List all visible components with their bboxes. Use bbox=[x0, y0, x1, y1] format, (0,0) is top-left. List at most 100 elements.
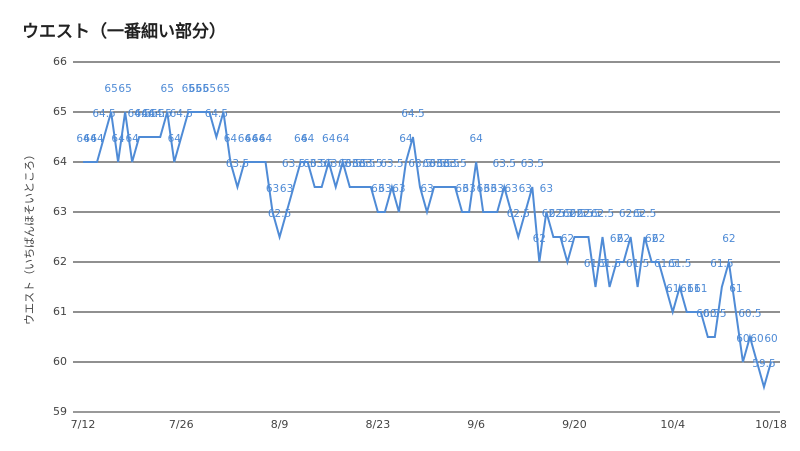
data-label: 64 bbox=[399, 133, 413, 145]
data-label: 63 bbox=[491, 183, 504, 195]
data-label: 60.5 bbox=[696, 308, 719, 320]
data-label: 64 bbox=[76, 133, 90, 145]
data-label: 64.5 bbox=[134, 108, 157, 120]
data-label: 64 bbox=[90, 133, 104, 145]
data-label: 62 bbox=[617, 233, 630, 245]
data-label: 64.5 bbox=[205, 108, 228, 120]
y-tick-label: 62 bbox=[53, 255, 67, 268]
data-label: 63 bbox=[462, 183, 475, 195]
data-label: 61.5 bbox=[626, 258, 649, 270]
data-label: 63.5 bbox=[338, 158, 361, 170]
data-label: 61.5 bbox=[668, 258, 691, 270]
x-tick-label: 7/26 bbox=[169, 418, 194, 431]
data-label: 63.5 bbox=[359, 158, 382, 170]
data-label: 64 bbox=[168, 133, 182, 145]
data-label: 62.5 bbox=[577, 208, 600, 220]
data-label: 63.5 bbox=[436, 158, 459, 170]
data-label: 63 bbox=[505, 183, 518, 195]
data-label: 65 bbox=[161, 83, 174, 95]
data-label: 63.5 bbox=[429, 158, 452, 170]
y-tick-label: 59 bbox=[53, 405, 67, 418]
data-label: 62.5 bbox=[591, 208, 614, 220]
data-label: 64 bbox=[336, 133, 350, 145]
x-tick-label: 9/6 bbox=[467, 418, 485, 431]
data-label: 60 bbox=[736, 333, 749, 345]
data-label: 64 bbox=[245, 133, 259, 145]
data-label: 63 bbox=[455, 183, 468, 195]
data-label: 63 bbox=[378, 183, 391, 195]
data-label: 64 bbox=[322, 133, 336, 145]
data-label: 63 bbox=[540, 183, 553, 195]
data-label: 61.5 bbox=[584, 258, 607, 270]
data-label: 63 bbox=[266, 183, 279, 195]
data-label: 62.5 bbox=[570, 208, 593, 220]
data-label: 62.5 bbox=[563, 208, 586, 220]
data-label: 60 bbox=[750, 333, 763, 345]
data-label: 63.5 bbox=[352, 158, 375, 170]
data-label: 64 bbox=[125, 133, 139, 145]
data-label: 63.5 bbox=[282, 158, 305, 170]
data-label: 62.5 bbox=[619, 208, 642, 220]
data-label: 60.5 bbox=[703, 308, 726, 320]
data-label: 61.5 bbox=[710, 258, 733, 270]
data-label: 64.5 bbox=[401, 108, 424, 120]
data-label: 62.5 bbox=[507, 208, 530, 220]
data-label: 63.5 bbox=[408, 158, 431, 170]
data-label: 63.5 bbox=[345, 158, 368, 170]
data-label: 63.5 bbox=[493, 158, 516, 170]
data-label: 63.5 bbox=[310, 158, 333, 170]
data-label: 62.5 bbox=[549, 208, 572, 220]
data-label: 62 bbox=[610, 233, 623, 245]
data-label: 65 bbox=[196, 83, 209, 95]
data-label: 64 bbox=[252, 133, 266, 145]
data-label: 63.5 bbox=[380, 158, 403, 170]
x-tick-label: 8/9 bbox=[271, 418, 289, 431]
data-label: 63 bbox=[420, 183, 433, 195]
data-label: 62 bbox=[652, 233, 665, 245]
data-label: 65 bbox=[203, 83, 216, 95]
data-label: 63 bbox=[392, 183, 405, 195]
data-label: 63 bbox=[280, 183, 293, 195]
data-label: 65 bbox=[104, 83, 117, 95]
data-label: 63 bbox=[483, 183, 496, 195]
data-label: 62.5 bbox=[542, 208, 565, 220]
data-label: 62 bbox=[722, 233, 735, 245]
data-label: 63.5 bbox=[303, 158, 326, 170]
chart-title: ウエスト（一番細い部分） bbox=[22, 21, 226, 42]
y-tick-label: 60 bbox=[53, 355, 67, 368]
data-label: 64 bbox=[224, 133, 238, 145]
data-label: 61 bbox=[694, 283, 707, 295]
data-label: 60 bbox=[764, 333, 777, 345]
data-label: 65 bbox=[182, 83, 195, 95]
x-tick-label: 9/20 bbox=[562, 418, 587, 431]
data-label: 64.5 bbox=[170, 108, 193, 120]
data-label: 61 bbox=[687, 283, 700, 295]
data-label: 64 bbox=[238, 133, 252, 145]
data-label: 63 bbox=[519, 183, 532, 195]
data-label: 62 bbox=[645, 233, 658, 245]
data-label: 63 bbox=[371, 183, 384, 195]
y-tick-label: 61 bbox=[53, 305, 67, 318]
x-tick-label: 10/4 bbox=[660, 418, 685, 431]
x-tick-label: 10/18 bbox=[755, 418, 787, 431]
y-tick-label: 63 bbox=[53, 205, 67, 218]
data-label: 64 bbox=[301, 133, 315, 145]
data-label: 63.5 bbox=[422, 158, 445, 170]
data-label: 64 bbox=[294, 133, 308, 145]
y-tick-label: 66 bbox=[53, 55, 67, 68]
data-label: 65 bbox=[118, 83, 131, 95]
data-label: 61.5 bbox=[598, 258, 621, 270]
data-label: 64 bbox=[111, 133, 125, 145]
data-label: 63.5 bbox=[226, 158, 249, 170]
y-axis-label: ウエスト（いちばんほそいところ） bbox=[23, 149, 36, 325]
data-label: 65 bbox=[189, 83, 202, 95]
data-label: 61.5 bbox=[654, 258, 677, 270]
data-label: 59.5 bbox=[752, 358, 775, 370]
x-tick-label: 7/12 bbox=[71, 418, 96, 431]
data-label: 63.5 bbox=[521, 158, 544, 170]
data-label: 64 bbox=[259, 133, 273, 145]
data-label: 62.5 bbox=[633, 208, 656, 220]
data-label: 63.5 bbox=[443, 158, 466, 170]
data-label: 62 bbox=[533, 233, 546, 245]
